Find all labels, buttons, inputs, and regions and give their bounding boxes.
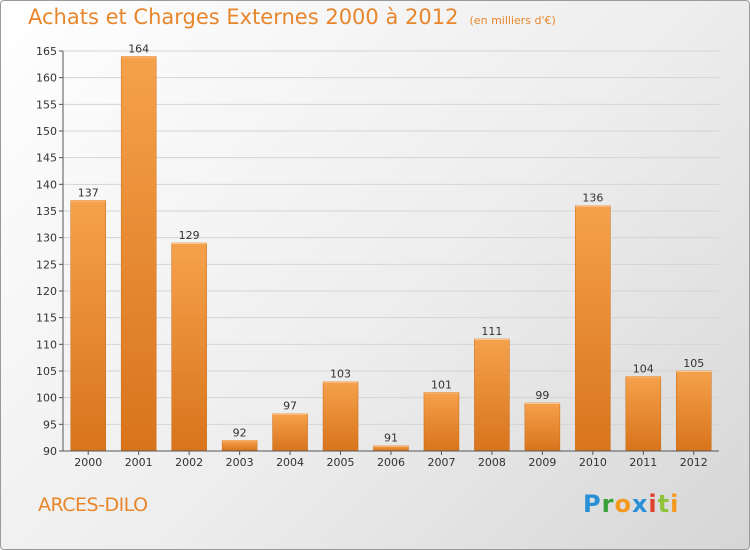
y-tick-label: 160 xyxy=(36,72,57,85)
x-tick-label: 2006 xyxy=(377,456,405,469)
x-tick-label: 2008 xyxy=(478,456,506,469)
bar xyxy=(322,381,359,452)
logo-letter: i xyxy=(648,490,658,518)
logo-letter: r xyxy=(601,490,615,518)
data-label: 101 xyxy=(431,378,452,391)
proxiti-logo: Proxiti xyxy=(583,490,679,518)
data-label: 164 xyxy=(128,42,149,55)
y-tick-label: 135 xyxy=(36,205,57,218)
x-tick-label: 2000 xyxy=(74,456,102,469)
chart-title: Achats et Charges Externes 2000 à 2012 xyxy=(28,5,459,29)
x-tick-label: 2012 xyxy=(680,456,708,469)
data-label: 105 xyxy=(683,357,704,370)
y-tick-label: 95 xyxy=(43,418,57,431)
data-label: 111 xyxy=(481,325,502,338)
x-tick-label: 2011 xyxy=(629,456,657,469)
logo-letter: P xyxy=(583,490,602,518)
axis-layer: 90 95 100 105 110 115 120 125 130 135 140 145 150 155… xyxy=(36,45,719,469)
logo-letter: t xyxy=(657,490,671,518)
bar xyxy=(524,402,561,452)
x-tick-label: 2004 xyxy=(276,456,304,469)
bar xyxy=(423,392,460,452)
title-row: Achats et Charges Externes 2000 à 2012 (… xyxy=(28,5,556,29)
x-tick-label: 2010 xyxy=(579,456,607,469)
data-label: 129 xyxy=(179,229,200,242)
data-label: 97 xyxy=(283,400,297,413)
y-tick-label: 130 xyxy=(36,232,57,245)
bar xyxy=(221,440,258,452)
bar xyxy=(272,413,308,452)
logo-letter: i xyxy=(670,490,680,518)
bar-layer xyxy=(70,56,712,452)
bar xyxy=(676,370,712,452)
x-tick-label: 2005 xyxy=(327,456,355,469)
logo-letter: x xyxy=(631,490,649,518)
y-tick-label: 150 xyxy=(36,125,57,138)
grid-layer xyxy=(63,50,719,452)
y-tick-label: 145 xyxy=(36,152,57,165)
x-tick-label: 2009 xyxy=(528,456,556,469)
y-tick-label: 155 xyxy=(36,98,57,111)
y-tick-label: 165 xyxy=(36,45,57,58)
data-label: 92 xyxy=(233,426,247,439)
bar xyxy=(171,242,207,452)
y-tick-label: 110 xyxy=(36,338,57,351)
bar xyxy=(575,205,611,452)
y-tick-label: 140 xyxy=(36,178,57,191)
data-label: 99 xyxy=(535,389,549,402)
y-tick-label: 100 xyxy=(36,392,57,405)
chart-subtitle: (en milliers d'€) xyxy=(469,14,556,27)
x-tick-label: 2002 xyxy=(175,456,203,469)
y-tick-label: 105 xyxy=(36,365,57,378)
bar xyxy=(120,56,157,452)
data-label: 136 xyxy=(582,192,603,205)
x-tick-label: 2003 xyxy=(226,456,254,469)
data-label: 91 xyxy=(384,432,398,445)
bar xyxy=(625,376,662,452)
y-tick-label: 90 xyxy=(43,445,57,458)
commune-name: ARCES-DILO xyxy=(38,494,148,516)
x-tick-label: 2001 xyxy=(125,456,153,469)
data-label: 103 xyxy=(330,368,351,381)
data-label: 104 xyxy=(633,362,654,375)
x-tick-label: 2007 xyxy=(427,456,455,469)
data-label: 137 xyxy=(78,186,99,199)
y-tick-label: 115 xyxy=(36,312,57,325)
label-layer: 137 164 129 92 97 103 91 101 111 99 136 104 105 xyxy=(78,42,705,444)
logo-letter: o xyxy=(614,490,632,518)
y-tick-label: 125 xyxy=(36,258,57,271)
y-tick-label: 120 xyxy=(36,285,57,298)
bar xyxy=(474,338,510,452)
bar xyxy=(70,200,106,452)
